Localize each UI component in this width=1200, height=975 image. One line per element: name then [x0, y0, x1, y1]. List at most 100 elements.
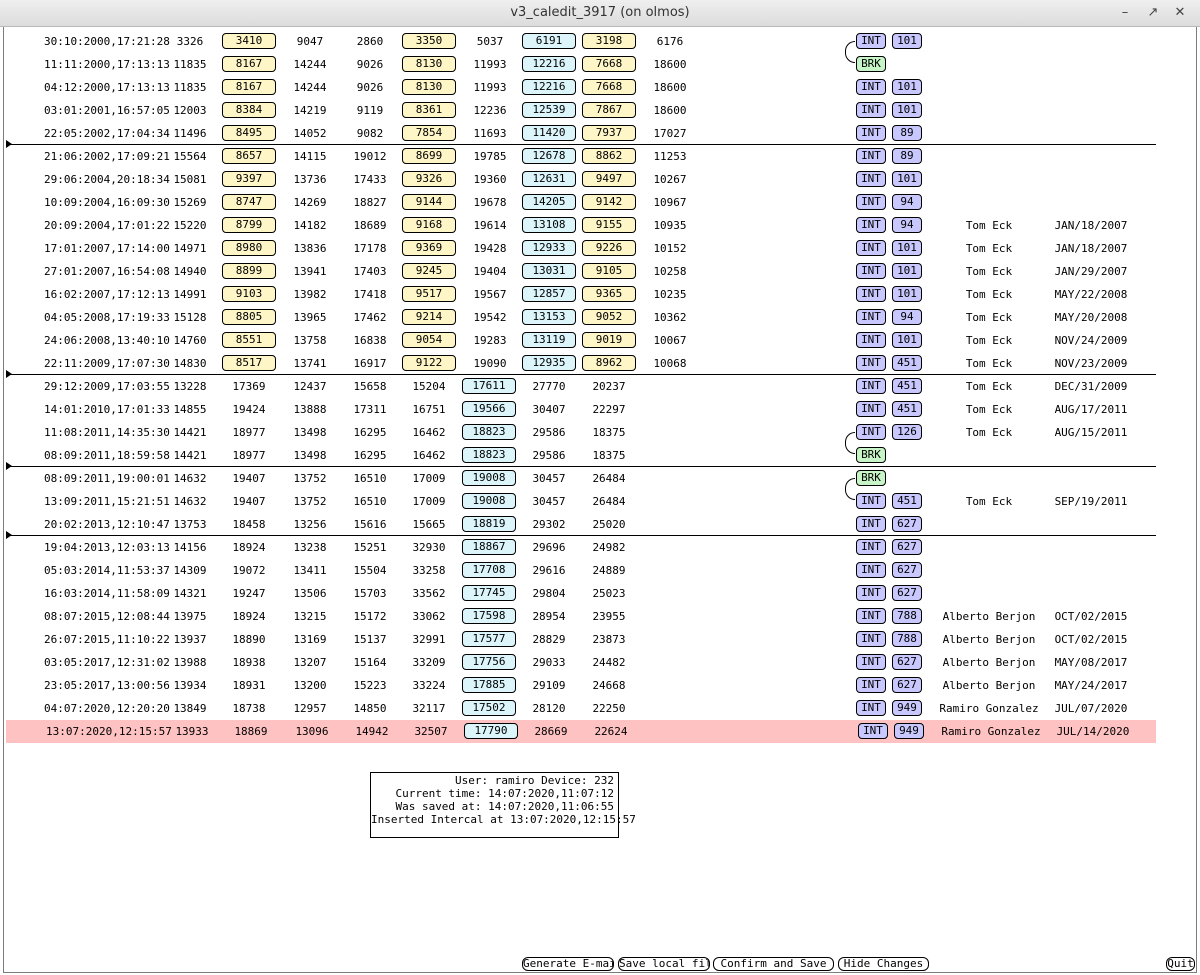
intercal-badge[interactable]: INT	[856, 194, 886, 210]
table-row[interactable]: 27:01:2007,16:54:08 14940 8899 13941 17403 92…	[4, 260, 1154, 283]
row-value-cell[interactable]: 9214	[402, 309, 456, 325]
row-value-cell[interactable]: 12857	[522, 286, 576, 302]
hide-changes-button[interactable]: Hide Changes	[838, 957, 929, 971]
intercal-badge[interactable]: INT	[856, 631, 886, 647]
row-value-cell[interactable]: 8495	[222, 125, 276, 141]
intercal-number-badge[interactable]: 949	[892, 700, 922, 716]
table-row[interactable]: 13:07:2020,12:15:57 13933 18869 13096 14942 3…	[6, 720, 1156, 743]
intercal-number-badge[interactable]: 101	[892, 263, 922, 279]
intercal-number-badge[interactable]: 89	[892, 125, 922, 141]
break-badge[interactable]: BRK	[856, 447, 886, 463]
row-value-cell[interactable]: 19008	[462, 470, 516, 486]
row-value-cell[interactable]: 8384	[222, 102, 276, 118]
minimize-icon[interactable]: –	[1121, 5, 1129, 20]
table-row[interactable]: 26:07:2015,11:10:22 13937 18890 13169 15137 3…	[4, 628, 1154, 651]
row-value-cell[interactable]: 8799	[222, 217, 276, 233]
row-value-cell[interactable]: 19008	[462, 493, 516, 509]
row-value-cell[interactable]: 12216	[522, 56, 576, 72]
table-row[interactable]: 08:07:2015,12:08:44 13975 18924 13215 15172 3…	[4, 605, 1154, 628]
intercal-badge[interactable]: INT	[856, 516, 886, 532]
intercal-badge[interactable]: INT	[856, 332, 886, 348]
row-value-cell[interactable]: 9168	[402, 217, 456, 233]
row-value-cell[interactable]: 8962	[582, 355, 636, 371]
row-value-cell[interactable]: 13031	[522, 263, 576, 279]
intercal-number-badge[interactable]: 949	[894, 723, 924, 739]
row-value-cell[interactable]: 9052	[582, 309, 636, 325]
intercal-number-badge[interactable]: 627	[892, 516, 922, 532]
intercal-number-badge[interactable]: 627	[892, 562, 922, 578]
intercal-number-badge[interactable]: 126	[892, 424, 922, 440]
table-row[interactable]: 24:06:2008,13:40:10 14760 8551 13758 16838 90…	[4, 329, 1154, 352]
table-row[interactable]: 08:09:2011,19:00:01 14632 19407 13752 16510 1…	[4, 467, 1154, 490]
row-value-cell[interactable]: 9517	[402, 286, 456, 302]
intercal-badge[interactable]: INT	[856, 79, 886, 95]
row-value-cell[interactable]: 7668	[582, 56, 636, 72]
row-value-cell[interactable]: 17790	[464, 723, 518, 739]
intercal-number-badge[interactable]: 101	[892, 102, 922, 118]
table-row[interactable]: 29:06:2004,20:18:34 15081 9397 13736 17433 93…	[4, 168, 1154, 191]
row-value-cell[interactable]: 17577	[462, 631, 516, 647]
row-value-cell[interactable]: 9397	[222, 171, 276, 187]
row-value-cell[interactable]: 9365	[582, 286, 636, 302]
row-value-cell[interactable]: 9326	[402, 171, 456, 187]
intercal-number-badge[interactable]: 101	[892, 286, 922, 302]
intercal-badge[interactable]: INT	[856, 33, 886, 49]
row-value-cell[interactable]: 9245	[402, 263, 456, 279]
intercal-badge[interactable]: INT	[856, 309, 886, 325]
row-value-cell[interactable]: 17502	[462, 700, 516, 716]
intercal-badge[interactable]: INT	[856, 355, 886, 371]
row-value-cell[interactable]: 9019	[582, 332, 636, 348]
row-value-cell[interactable]: 9054	[402, 332, 456, 348]
intercal-number-badge[interactable]: 627	[892, 585, 922, 601]
intercal-number-badge[interactable]: 94	[892, 309, 922, 325]
row-value-cell[interactable]: 6191	[522, 33, 576, 49]
row-value-cell[interactable]: 12935	[522, 355, 576, 371]
intercal-number-badge[interactable]: 788	[892, 608, 922, 624]
intercal-number-badge[interactable]: 89	[892, 148, 922, 164]
table-row[interactable]: 20:09:2004,17:01:22 15220 8799 14182 18689 91…	[4, 214, 1154, 237]
row-value-cell[interactable]: 18823	[462, 424, 516, 440]
break-badge[interactable]: BRK	[856, 470, 886, 486]
table-row[interactable]: 20:02:2013,12:10:47 13753 18458 13256 15616 1…	[4, 513, 1154, 536]
row-value-cell[interactable]: 8805	[222, 309, 276, 325]
maximize-icon[interactable]: ↗	[1147, 5, 1159, 20]
intercal-number-badge[interactable]: 101	[892, 79, 922, 95]
table-row[interactable]: 11:11:2000,17:13:13 11835 8167 14244 9026 813…	[4, 53, 1154, 76]
table-row[interactable]: 22:05:2002,17:04:34 11496 8495 14052 9082 785…	[4, 122, 1154, 145]
intercal-badge[interactable]: INT	[856, 217, 886, 233]
intercal-badge[interactable]: INT	[856, 585, 886, 601]
intercal-badge[interactable]: INT	[856, 378, 886, 394]
row-value-cell[interactable]: 11420	[522, 125, 576, 141]
row-value-cell[interactable]: 8361	[402, 102, 456, 118]
row-value-cell[interactable]: 17708	[462, 562, 516, 578]
row-value-cell[interactable]: 12631	[522, 171, 576, 187]
row-value-cell[interactable]: 8130	[402, 56, 456, 72]
intercal-badge[interactable]: INT	[856, 171, 886, 187]
table-row[interactable]: 16:02:2007,17:12:13 14991 9103 13982 17418 95…	[4, 283, 1154, 306]
intercal-number-badge[interactable]: 94	[892, 217, 922, 233]
table-row[interactable]: 04:05:2008,17:19:33 15128 8805 13965 17462 92…	[4, 306, 1154, 329]
row-value-cell[interactable]: 8899	[222, 263, 276, 279]
intercal-badge[interactable]: INT	[856, 102, 886, 118]
row-value-cell[interactable]: 8130	[402, 79, 456, 95]
intercal-number-badge[interactable]: 627	[892, 677, 922, 693]
row-value-cell[interactable]: 8980	[222, 240, 276, 256]
row-value-cell[interactable]: 7867	[582, 102, 636, 118]
row-value-cell[interactable]: 8747	[222, 194, 276, 210]
intercal-badge[interactable]: INT	[856, 539, 886, 555]
intercal-badge[interactable]: INT	[856, 148, 886, 164]
intercal-number-badge[interactable]: 451	[892, 401, 922, 417]
table-row[interactable]: 17:01:2007,17:14:00 14971 8980 13836 17178 93…	[4, 237, 1154, 260]
row-value-cell[interactable]: 3350	[402, 33, 456, 49]
quit-button[interactable]: Quit	[1166, 957, 1195, 971]
table-row[interactable]: 05:03:2014,11:53:37 14309 19072 13411 15504 3…	[4, 559, 1154, 582]
row-value-cell[interactable]: 12216	[522, 79, 576, 95]
row-value-cell[interactable]: 9155	[582, 217, 636, 233]
intercal-badge[interactable]: INT	[856, 263, 886, 279]
row-value-cell[interactable]: 9122	[402, 355, 456, 371]
row-value-cell[interactable]: 9369	[402, 240, 456, 256]
row-value-cell[interactable]: 8862	[582, 148, 636, 164]
row-value-cell[interactable]: 8517	[222, 355, 276, 371]
intercal-number-badge[interactable]: 101	[892, 332, 922, 348]
intercal-badge[interactable]: INT	[856, 424, 886, 440]
